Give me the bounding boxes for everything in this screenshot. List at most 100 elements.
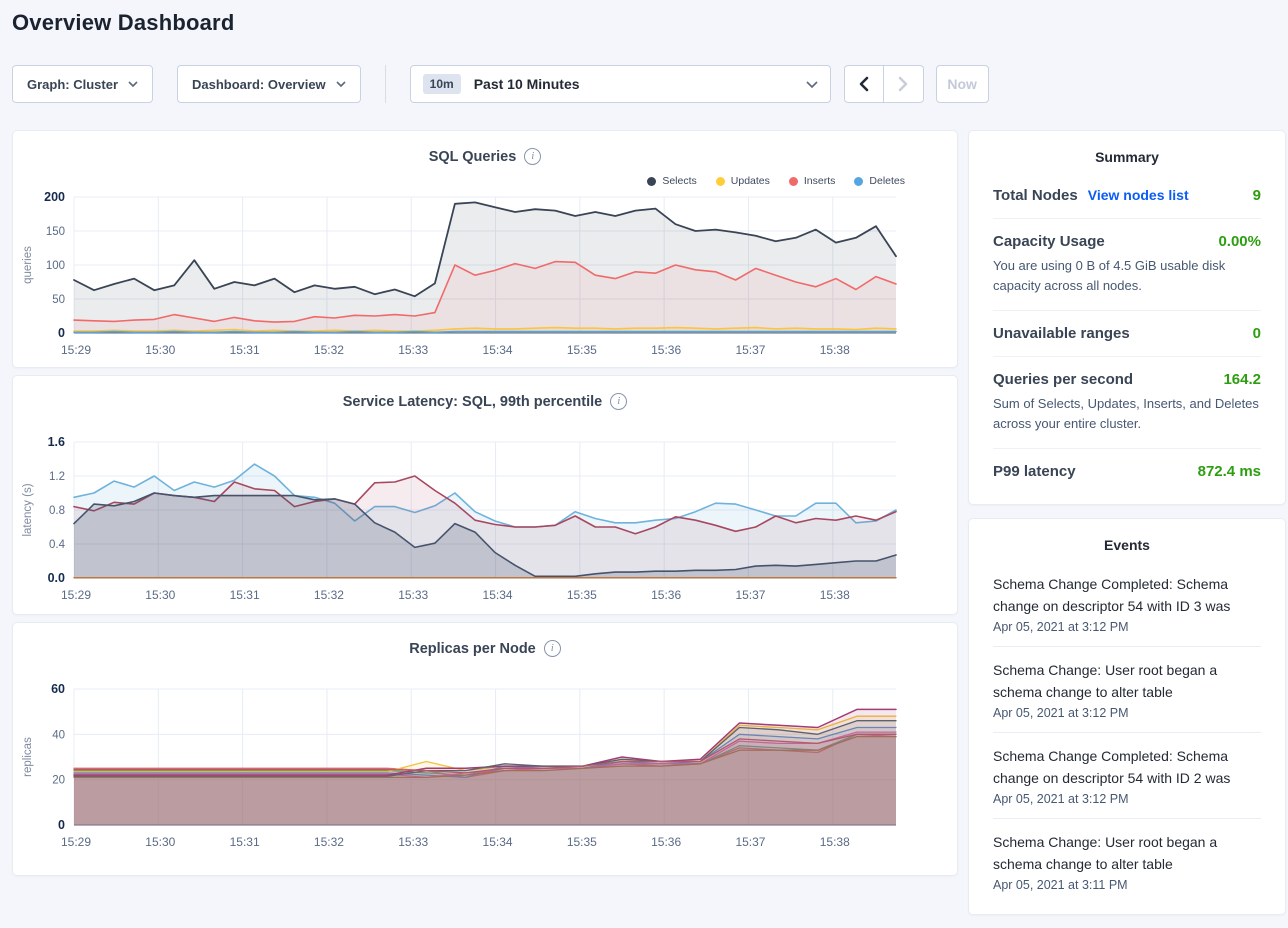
queries-per-second-value: 164.2	[1223, 371, 1261, 388]
time-range-badge: 10m	[422, 74, 461, 94]
chart-title-row: Service Latency: SQL, 99th percentile i	[13, 376, 957, 410]
replicas-per-node-chart[interactable]: 15:29 15:30 15:31 15:32 15:33 15:34 15:35 15:36…	[13, 679, 958, 855]
chevron-down-icon	[806, 80, 818, 88]
svg-text:15:29: 15:29	[61, 588, 91, 602]
svg-text:15:37: 15:37	[735, 343, 765, 357]
p99-latency-label: P99 latency	[993, 463, 1076, 480]
svg-text:replicas: replicas	[22, 737, 34, 777]
service-latency-chart[interactable]: 15:29 15:30 15:31 15:32 15:33 15:34 15:35 15:36…	[13, 432, 958, 608]
svg-text:200: 200	[44, 190, 65, 204]
chevron-down-icon	[336, 81, 346, 87]
chart-title-row: Replicas per Node i	[13, 623, 957, 657]
now-button[interactable]: Now	[935, 65, 989, 103]
legend-dot	[854, 176, 864, 186]
info-icon[interactable]: i	[524, 148, 542, 165]
svg-text:15:31: 15:31	[230, 343, 260, 357]
chevron-left-icon	[859, 76, 868, 92]
svg-text:15:29: 15:29	[61, 343, 91, 357]
svg-text:1.6: 1.6	[48, 435, 65, 449]
legend-item-deletes[interactable]: Deletes	[854, 175, 905, 187]
svg-text:0: 0	[58, 818, 65, 832]
summary-row-capacity-usage: Capacity Usage 0.00% You are using 0 B o…	[993, 219, 1261, 311]
toolbar: Graph: Cluster Dashboard: Overview 10m P…	[12, 65, 989, 103]
time-back-button[interactable]	[843, 65, 884, 103]
svg-text:15:32: 15:32	[314, 835, 344, 849]
view-nodes-list-link[interactable]: View nodes list	[1087, 187, 1189, 203]
chart-title: Replicas per Node	[409, 640, 536, 657]
time-forward-button[interactable]	[883, 65, 924, 103]
legend-item-inserts[interactable]: Inserts	[788, 175, 835, 187]
event-timestamp: Apr 05, 2021 at 3:11 PM	[993, 878, 1128, 892]
queries-per-second-description: Sum of Selects, Updates, Inserts, and De…	[993, 396, 1259, 431]
capacity-usage-description: You are using 0 B of 4.5 GiB usable disk…	[993, 258, 1226, 293]
svg-text:0.8: 0.8	[49, 505, 65, 517]
svg-text:15:32: 15:32	[314, 588, 344, 602]
events-panel: Events Schema Change Completed: Schema c…	[968, 518, 1286, 915]
legend-dot	[788, 176, 798, 186]
svg-text:15:29: 15:29	[61, 835, 91, 849]
svg-text:15:36: 15:36	[651, 588, 681, 602]
svg-text:15:31: 15:31	[230, 835, 260, 849]
svg-text:15:33: 15:33	[398, 835, 428, 849]
dashboard-dropdown-label: Dashboard: Overview	[192, 76, 326, 92]
legend-dot	[647, 176, 657, 186]
svg-text:15:30: 15:30	[145, 343, 175, 357]
svg-text:0.0: 0.0	[48, 571, 65, 585]
summary-panel: Summary Total Nodes View nodes list 9 Ca…	[968, 130, 1286, 505]
svg-text:15:33: 15:33	[398, 343, 428, 357]
info-icon[interactable]: i	[543, 640, 561, 657]
svg-text:0.4: 0.4	[49, 539, 66, 551]
svg-text:0: 0	[58, 326, 65, 340]
service-latency-chart-card: Service Latency: SQL, 99th percentile i …	[12, 375, 958, 615]
chevron-down-icon	[128, 81, 138, 87]
time-range-selector[interactable]: 10m Past 10 Minutes	[409, 65, 831, 103]
unavailable-ranges-value: 0	[1252, 325, 1261, 342]
svg-text:15:38: 15:38	[820, 835, 850, 849]
svg-text:15:37: 15:37	[735, 588, 765, 602]
legend-item-updates[interactable]: Updates	[715, 175, 770, 187]
event-item[interactable]: Schema Change Completed: Schema change o…	[993, 561, 1261, 647]
legend-item-selects[interactable]: Selects	[647, 175, 697, 187]
capacity-usage-value: 0.00%	[1218, 233, 1261, 250]
summary-row-unavailable-ranges: Unavailable ranges 0	[993, 311, 1261, 357]
svg-text:40: 40	[52, 729, 65, 741]
svg-text:15:35: 15:35	[567, 835, 597, 849]
sidebar: Summary Total Nodes View nodes list 9 Ca…	[968, 130, 1286, 928]
legend-dot	[715, 176, 725, 186]
svg-text:15:37: 15:37	[735, 835, 765, 849]
dashboard-dropdown[interactable]: Dashboard: Overview	[177, 65, 361, 103]
svg-text:15:36: 15:36	[651, 835, 681, 849]
page-title: Overview Dashboard	[12, 10, 235, 35]
svg-text:150: 150	[46, 226, 65, 238]
time-nav-group	[843, 65, 924, 103]
chart-title-row: SQL Queries i	[13, 131, 957, 165]
sql-queries-chart-card: SQL Queries i Selects Updates Inserts De…	[12, 130, 958, 368]
capacity-usage-label: Capacity Usage	[993, 233, 1105, 250]
svg-text:queries: queries	[22, 246, 34, 284]
svg-text:100: 100	[46, 260, 65, 272]
event-message: Schema Change: User root began a schema …	[993, 834, 1218, 872]
graph-dropdown[interactable]: Graph: Cluster	[12, 65, 154, 103]
event-item[interactable]: Schema Change Completed: Schema change o…	[993, 733, 1261, 819]
event-item[interactable]: Schema Change: User root began a schema …	[993, 647, 1261, 733]
event-timestamp: Apr 05, 2021 at 3:12 PM	[993, 706, 1129, 720]
svg-text:15:30: 15:30	[145, 835, 175, 849]
summary-row-queries-per-second: Queries per second 164.2 Sum of Selects,…	[993, 357, 1261, 449]
svg-text:15:31: 15:31	[230, 588, 260, 602]
svg-text:15:38: 15:38	[820, 588, 850, 602]
sql-queries-chart[interactable]: 15:29 15:30 15:31 15:32 15:33 15:34 15:35 15:36…	[13, 187, 958, 363]
chart-title: Service Latency: SQL, 99th percentile	[342, 393, 603, 410]
chart-title: SQL Queries	[428, 148, 517, 165]
svg-text:60: 60	[51, 682, 65, 696]
chart-legend: Selects Updates Inserts Deletes	[647, 175, 905, 187]
svg-text:15:34: 15:34	[483, 835, 513, 849]
svg-text:15:34: 15:34	[483, 343, 513, 357]
time-range-label: Past 10 Minutes	[473, 76, 580, 92]
event-item[interactable]: Schema Change: User root began a schema …	[993, 819, 1261, 904]
svg-text:15:35: 15:35	[567, 343, 597, 357]
total-nodes-label: Total Nodes	[993, 187, 1078, 204]
svg-text:latency (s): latency (s)	[22, 483, 34, 536]
svg-text:15:30: 15:30	[145, 588, 175, 602]
info-icon[interactable]: i	[610, 393, 628, 410]
svg-text:15:32: 15:32	[314, 343, 344, 357]
